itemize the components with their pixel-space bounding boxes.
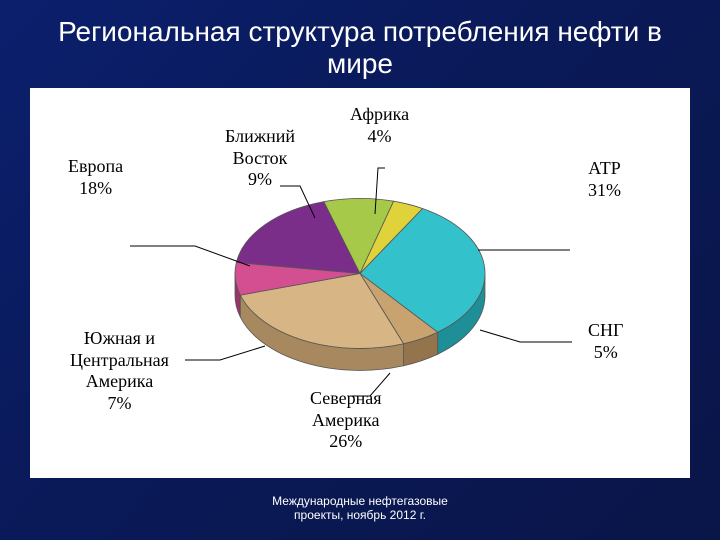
footer-line2: проекты, ноябрь 2012 г. [294,508,426,522]
slice-label: АТР31% [588,158,621,201]
slice-label: СНГ5% [588,320,623,363]
chart-area: АТР31% СНГ5% СевернаяАмерика26% Южная иЦент… [30,88,690,478]
pie-svg [225,188,495,380]
footer-line1: Международные нефтегазовые [272,494,448,508]
slice-label: СевернаяАмерика26% [310,388,382,453]
slice-label: БлижнийВосток9% [225,126,295,191]
slide: Региональная структура потребления нефти… [0,0,720,540]
slide-footer: Международные нефтегазовые проекты, нояб… [0,494,720,522]
slide-title: Региональная структура потребления нефти… [0,0,720,88]
slice-label: Южная иЦентральнаяАмерика7% [70,328,169,414]
pie-chart [225,188,495,385]
slice-label: Африка4% [350,104,409,147]
slice-label: Европа18% [68,156,123,199]
